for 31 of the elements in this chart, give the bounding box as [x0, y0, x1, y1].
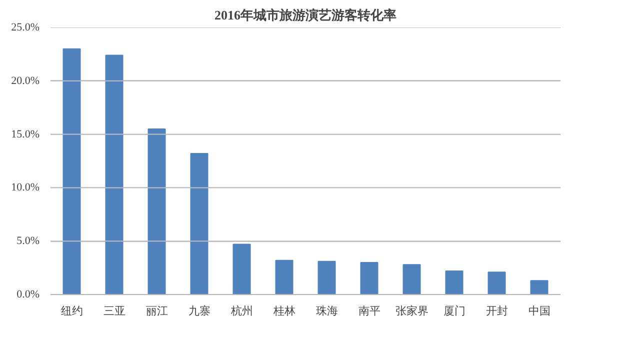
y-tick-label: 25.0%	[11, 22, 40, 34]
y-tick-label: 5.0%	[16, 235, 40, 248]
y-tick-label: 15.0%	[11, 128, 40, 140]
bar	[232, 244, 251, 294]
x-tick-label: 纽约	[60, 306, 83, 318]
x-tick-label: 中国	[528, 304, 550, 318]
bar	[445, 270, 464, 294]
x-tick-label: 三亚	[103, 306, 126, 318]
x-tick-label: 桂林	[272, 304, 296, 318]
x-tick-label: 南平	[358, 304, 380, 318]
bar	[105, 54, 124, 294]
bar	[530, 280, 548, 294]
x-tick-label: 厦门	[443, 304, 466, 318]
bar	[402, 264, 421, 294]
bar	[360, 262, 378, 294]
x-tick-label: 珠海	[316, 304, 338, 318]
y-tick-label: 0.0%	[16, 288, 40, 300]
bar	[318, 260, 336, 294]
bar	[275, 260, 294, 294]
bar	[62, 48, 81, 294]
bar	[488, 272, 506, 294]
chart-title: 2016年城市旅游演艺游客转化率	[214, 8, 396, 22]
x-tick-label: 九寨	[188, 304, 210, 318]
x-tick-label: 开封	[486, 304, 508, 318]
y-tick-label: 10.0%	[11, 182, 40, 194]
bar	[190, 153, 208, 294]
bar	[148, 128, 166, 294]
x-tick-label: 丽江	[146, 306, 168, 318]
x-tick-label: 杭州	[230, 304, 253, 318]
x-tick-label: 张家界	[395, 304, 428, 318]
y-tick-label: 20.0%	[11, 74, 40, 87]
